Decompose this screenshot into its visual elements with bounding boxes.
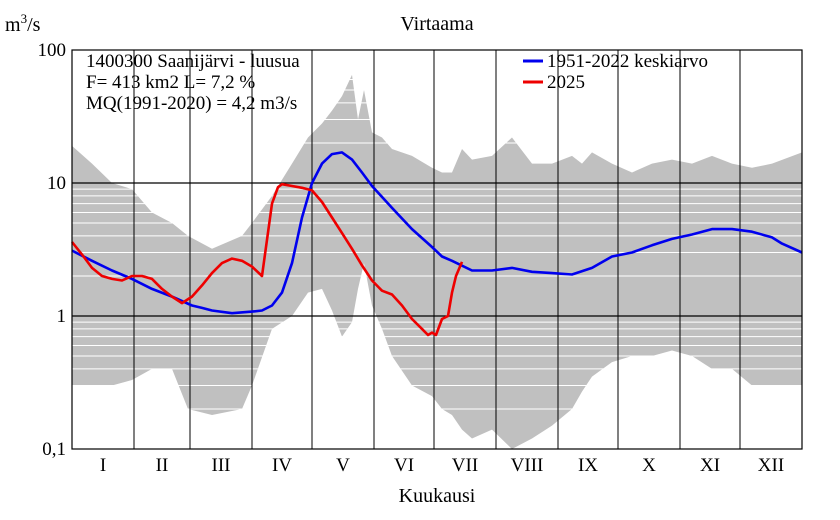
x-axis-label: Kuukausi <box>399 485 476 507</box>
info-line: MQ(1991-2020) = 4,2 m3/s <box>86 93 297 114</box>
month-label: VIII <box>511 455 544 476</box>
month-label: III <box>212 455 231 476</box>
month-label: IX <box>578 455 598 476</box>
plot-frame <box>71 49 803 450</box>
grid-layer <box>72 50 802 449</box>
month-label: II <box>156 455 169 476</box>
y-tick-labels: 100 10 1 0,1 <box>38 40 67 460</box>
month-label: IV <box>272 455 292 476</box>
info-line: 1400300 Saanijärvi - luusua <box>86 51 300 72</box>
range-band <box>72 74 802 450</box>
month-label: XI <box>700 455 720 476</box>
month-label: XII <box>758 455 784 476</box>
y-axis-label: m3/s <box>5 11 41 36</box>
y-tick-label: 0,1 <box>42 439 66 460</box>
y-tick-label: 10 <box>47 173 66 194</box>
y-tick-label: 1 <box>57 306 67 327</box>
month-labels: I II III IV V VI VII VIII IX X XI XII <box>100 455 784 476</box>
info-line: F= 413 km2 L= 7,2 % <box>86 72 255 93</box>
series-layer <box>70 151 803 337</box>
month-label: X <box>642 455 656 476</box>
y-axis-label-main: m <box>5 14 21 36</box>
y-tick-label: 100 <box>38 40 67 61</box>
series-line-mean <box>71 151 803 315</box>
month-label: VI <box>394 455 414 476</box>
month-label: I <box>100 455 106 476</box>
y-axis-label-sup: 3 <box>21 11 28 26</box>
legend-label: 1951-2022 keskiarvo <box>547 51 708 72</box>
range-band-layer <box>72 74 802 450</box>
chart-title: Virtaama <box>400 13 473 35</box>
y-axis-label-rest: /s <box>27 14 41 36</box>
series-line-2025 <box>70 182 464 337</box>
month-label: V <box>336 455 350 476</box>
month-label: VII <box>452 455 478 476</box>
legend-label: 2025 <box>547 72 585 93</box>
